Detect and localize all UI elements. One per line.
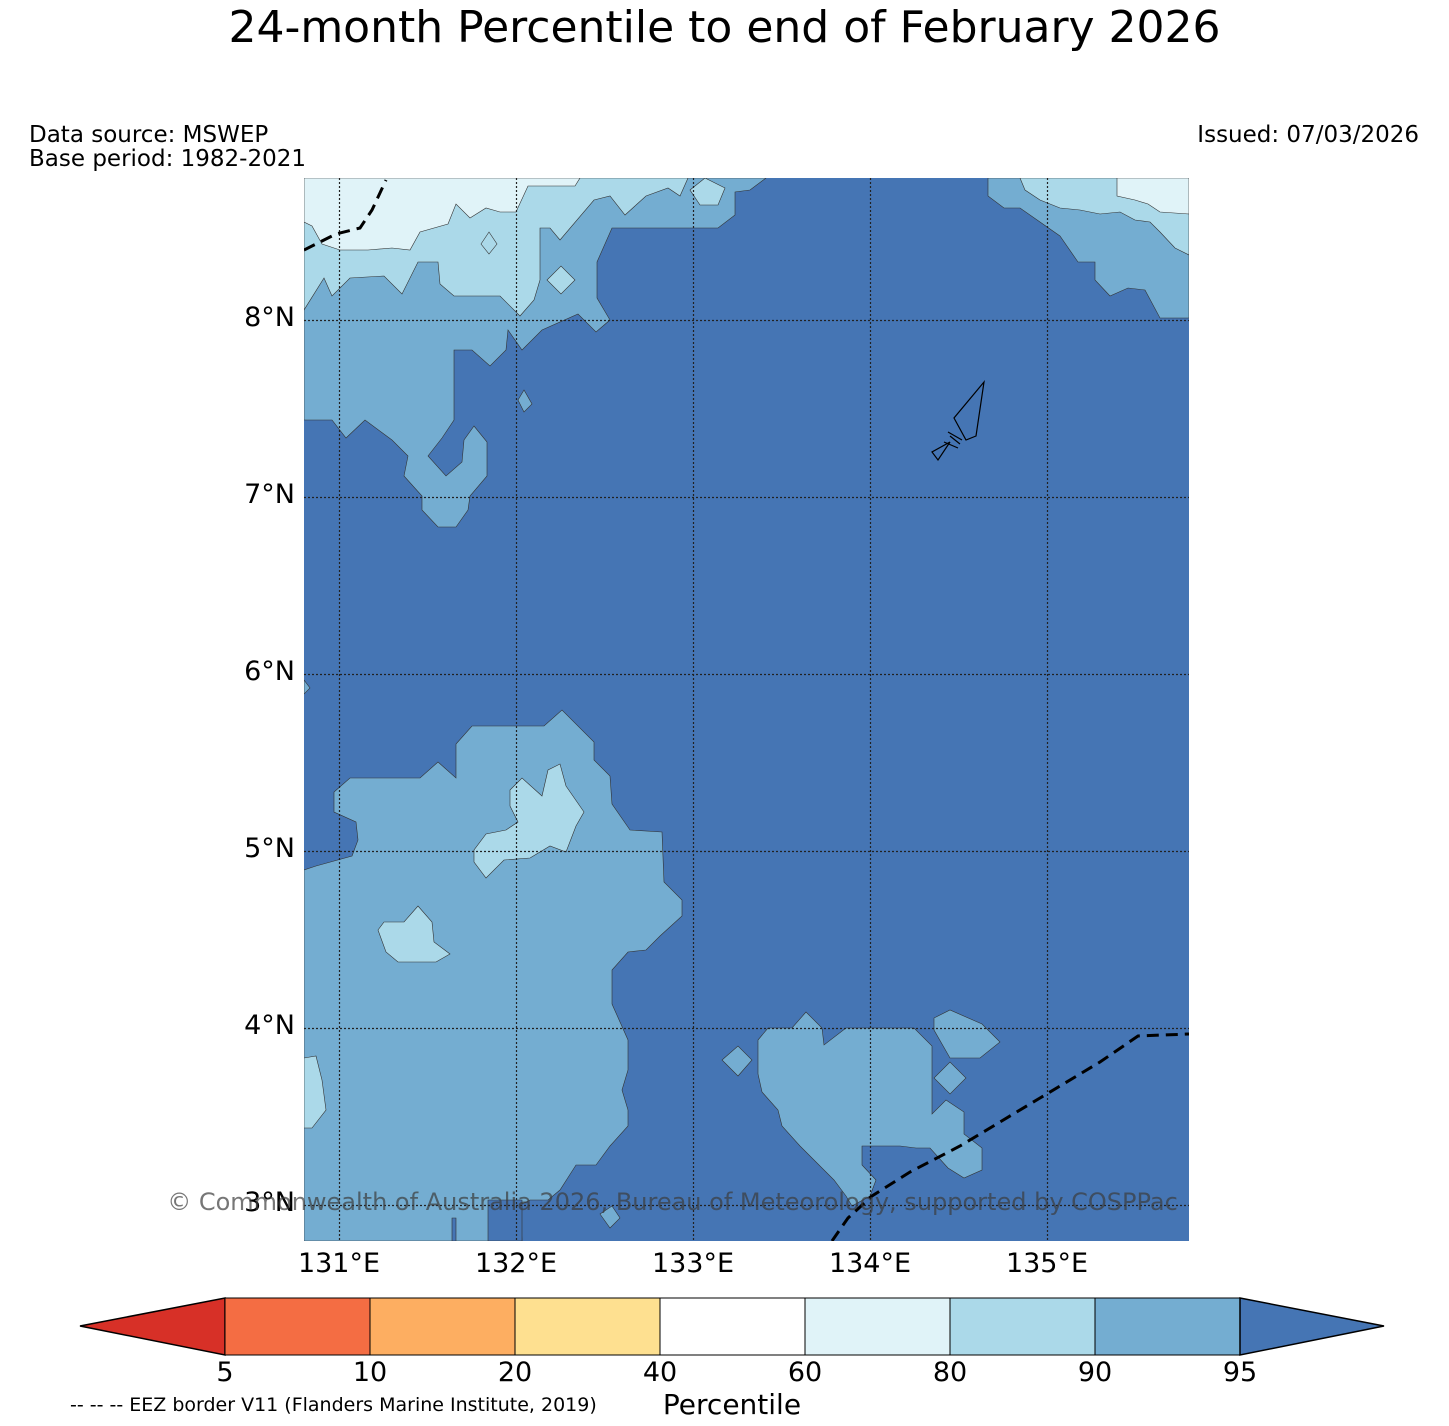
base-period: Base period: 1982-2021 xyxy=(29,146,307,172)
data-source: Data source: MSWEP xyxy=(29,122,269,148)
patch-sw-95-line xyxy=(451,1217,457,1241)
lon-label-135e: 135°E xyxy=(1005,1248,1089,1279)
lat-label-4n: 4°N xyxy=(244,1010,295,1041)
colorbar-tick-80: 80 xyxy=(932,1357,968,1388)
issued-date: Issued: 07/03/2026 xyxy=(1197,122,1419,148)
colorbar-tick-5: 5 xyxy=(216,1357,234,1388)
patch-se-90-95-c xyxy=(933,1061,967,1095)
graticule xyxy=(304,178,1189,1241)
colorbar-seg-5-10 xyxy=(224,1297,371,1356)
lon-label-132e: 132°E xyxy=(474,1248,558,1279)
lat-label-5n: 5°N xyxy=(244,833,295,864)
lon-label-131e: 131°E xyxy=(297,1248,381,1279)
colorbar-tick-60: 60 xyxy=(787,1357,823,1388)
region-sw-90-95 xyxy=(304,709,683,1241)
patch-west-edge xyxy=(304,679,311,695)
colorbar-tick-20: 20 xyxy=(497,1357,533,1388)
patch-nw-80-90-small xyxy=(546,265,576,295)
palau-coastline xyxy=(931,379,985,462)
patch-sw-80-90-c xyxy=(304,1055,327,1129)
region-ne-60-80 xyxy=(1116,178,1189,215)
lat-label-6n: 6°N xyxy=(244,656,295,687)
eez-legend-note: -- -- -- EEZ border V11 (Flanders Marine… xyxy=(70,1394,597,1416)
colorbar-seg-80-90 xyxy=(949,1297,1096,1356)
colorbar-seg-40-60 xyxy=(659,1297,806,1356)
colorbar-tick-10: 10 xyxy=(352,1357,388,1388)
region-nw-90-95 xyxy=(304,178,767,528)
map-title: 24-month Percentile to end of February 2… xyxy=(228,2,1221,53)
lat-label-3n: 3°N xyxy=(244,1187,295,1218)
colorbar-tick-40: 40 xyxy=(642,1357,678,1388)
map-area xyxy=(304,178,1189,1241)
colorbar-seg-90-95 xyxy=(1094,1297,1241,1356)
patch-nw-80-90-small2 xyxy=(689,178,726,206)
colorbar-seg-20-40 xyxy=(514,1297,661,1356)
patch-sw-90-95-d xyxy=(599,1205,621,1229)
region-nw-60-80 xyxy=(304,178,581,251)
patch-sw-95-edge xyxy=(487,1199,523,1241)
colorbar-seg-10-20 xyxy=(369,1297,516,1356)
colorbar xyxy=(79,1297,1385,1356)
colorbar-extend-high xyxy=(1239,1297,1385,1356)
lat-label-8n: 8°N xyxy=(244,302,295,333)
colorbar-tick-90: 90 xyxy=(1077,1357,1113,1388)
copyright-notice: © Commonwealth of Australia 2026, Bureau… xyxy=(167,1188,1178,1216)
lat-label-7n: 7°N xyxy=(244,479,295,510)
eez-border xyxy=(304,179,1189,1241)
patch-sw-80-90-b xyxy=(377,905,451,963)
patch-se-90-95-a xyxy=(721,1045,753,1077)
patch-nw-80-90-dot xyxy=(480,231,498,255)
patch-central-90-95 xyxy=(517,389,533,413)
patch-se-90-95-b xyxy=(933,1009,1001,1059)
colorbar-title: Percentile xyxy=(662,1388,802,1421)
lon-label-133e: 133°E xyxy=(651,1248,735,1279)
lon-label-134e: 134°E xyxy=(828,1248,912,1279)
colorbar-tick-95: 95 xyxy=(1222,1357,1258,1388)
colorbar-extend-low xyxy=(79,1297,226,1356)
colorbar-seg-60-80 xyxy=(804,1297,951,1356)
